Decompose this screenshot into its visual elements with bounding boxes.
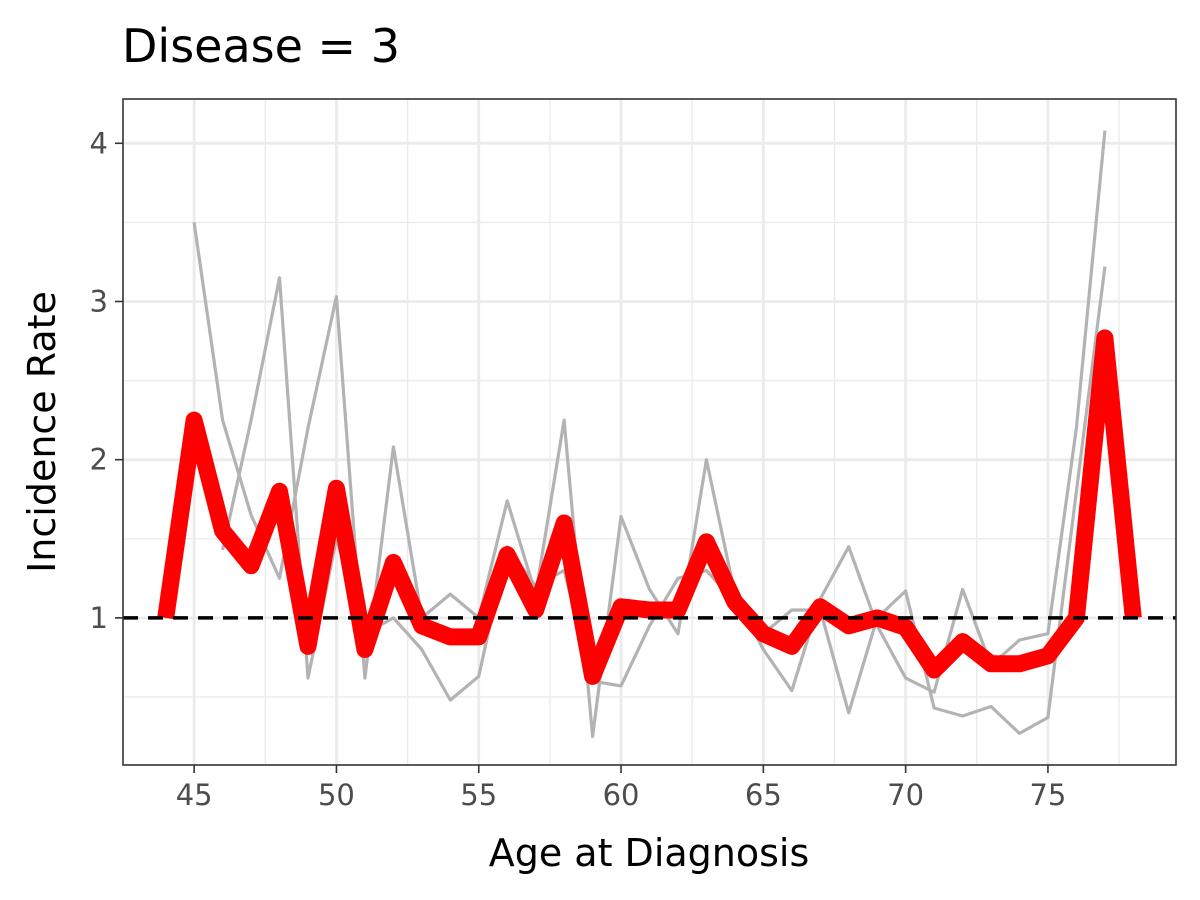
x-axis-title: Age at Diagnosis [489,831,810,875]
x-tick-label: 55 [460,778,497,812]
chart-title: Disease = 3 [122,19,400,73]
x-tick-label: 60 [603,778,640,812]
x-axis: 45 50 55 60 65 70 75 [176,765,1066,812]
x-tick-label: 75 [1029,778,1066,812]
series-line-grey [192,130,1107,739]
y-tick-label: 3 [90,284,108,318]
y-axis: 1 2 3 4 [90,126,123,635]
plot-border [122,98,1177,766]
y-axis-title: Incidence Rate [20,291,64,573]
y-tick-label: 4 [90,126,108,160]
x-tick-label: 65 [745,778,782,812]
series-layer [157,130,1142,739]
series-line-main [157,329,1142,685]
x-tick-label: 70 [887,778,924,812]
x-tick-label: 50 [318,778,355,812]
plot-panel [123,99,1176,765]
x-tick-label: 45 [176,778,213,812]
y-tick-label: 2 [90,443,108,477]
y-tick-label: 1 [90,601,108,635]
